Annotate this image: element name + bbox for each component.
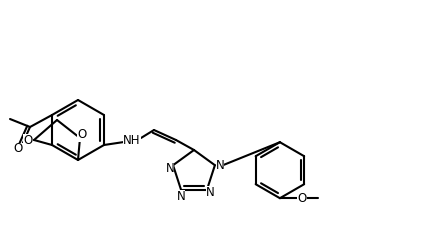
Text: N: N	[205, 186, 214, 199]
Text: N: N	[216, 159, 224, 172]
Text: O: O	[77, 128, 86, 142]
Text: O: O	[24, 134, 33, 147]
Text: N: N	[177, 190, 185, 203]
Text: O: O	[297, 192, 306, 205]
Text: N: N	[166, 162, 175, 175]
Text: NH: NH	[123, 134, 141, 147]
Text: O: O	[13, 143, 23, 156]
